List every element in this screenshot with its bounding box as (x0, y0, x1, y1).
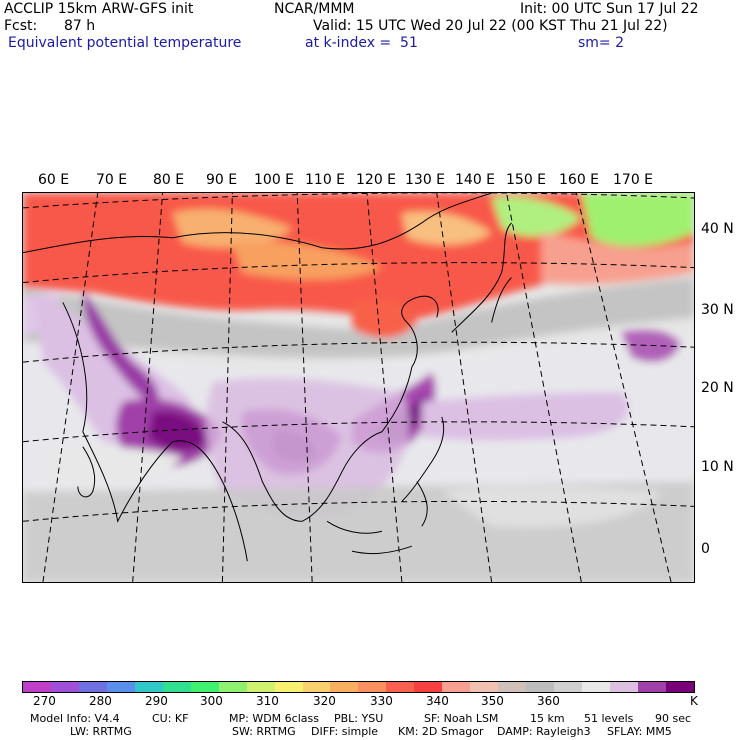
footer-item: PBL: YSU (334, 712, 384, 725)
equivalent-potential-temperature-map (22, 192, 695, 583)
colorbar-swatch (665, 682, 694, 692)
colorbar-swatch (582, 682, 611, 692)
longitude-label: 130 E (405, 172, 446, 188)
model-title: ACCLIP 15km ARW-GFS init (4, 1, 194, 17)
longitude-label: 150 E (506, 172, 547, 188)
org-label: NCAR/MMM (274, 1, 355, 17)
footer-item: CU: KF (152, 712, 189, 725)
colorbar (22, 681, 695, 693)
colorbar-swatch (330, 682, 359, 692)
colorbar-swatch (50, 682, 79, 692)
colorbar-swatch (162, 682, 191, 692)
colorbar-swatch (134, 682, 163, 692)
colorbar-unit: K (690, 694, 698, 708)
field-name: Equivalent potential temperature (8, 35, 242, 51)
footer-item: DIFF: simple (311, 725, 379, 738)
colorbar-swatch (386, 682, 415, 692)
footer-item: 15 km (530, 712, 565, 725)
footer-item: SF: Noah LSM (424, 712, 499, 725)
colorbar-swatch (246, 682, 275, 692)
colorbar-swatch (442, 682, 471, 692)
colorbar-swatch (78, 682, 107, 692)
latitude-label: 20 N (701, 380, 734, 396)
longitude-label: 170 E (613, 172, 654, 188)
footer-item: 51 levels (584, 712, 634, 725)
longitude-label: 90 E (206, 172, 238, 188)
longitude-label: 140 E (455, 172, 496, 188)
init-time: Init: 00 UTC Sun 17 Jul 22 (520, 1, 699, 17)
latitude-label: 0 (701, 541, 710, 557)
colorbar-swatch (610, 682, 638, 692)
longitude-label: 100 E (254, 172, 295, 188)
footer-item: Model Info: V4.4 (30, 712, 120, 725)
colorbar-tick-label: 300 (200, 694, 223, 708)
valid-time: Valid: 15 UTC Wed 20 Jul 22 (00 KST Thu … (313, 18, 668, 34)
colorbar-swatch (274, 682, 303, 692)
colorbar-swatch (470, 682, 499, 692)
footer-item: LW: RRTMG (70, 725, 132, 738)
colorbar-swatch (218, 682, 247, 692)
footer-item: MP: WDM 6class (229, 712, 319, 725)
colorbar-tick-label: 340 (426, 694, 449, 708)
footer-item: 90 sec (655, 712, 692, 725)
latitude-label: 30 N (701, 302, 734, 318)
longitude-label: 80 E (153, 172, 185, 188)
longitude-label: 160 E (559, 172, 600, 188)
longitude-label: 120 E (356, 172, 397, 188)
colorbar-swatch (554, 682, 583, 692)
footer-item: SFLAY: MM5 (607, 725, 672, 738)
colorbar-tick-label: 290 (145, 694, 168, 708)
colorbar-tick-label: 360 (537, 694, 560, 708)
footer-item: KM: 2D Smagor (398, 725, 484, 738)
colorbar-tick-label: 270 (33, 694, 56, 708)
longitude-label: 110 E (305, 172, 346, 188)
fcst-value: 87 h (64, 18, 96, 34)
colorbar-tick-label: 350 (481, 694, 504, 708)
colorbar-swatch (414, 682, 443, 692)
longitude-label: 70 E (96, 172, 128, 188)
colorbar-swatch (637, 682, 666, 692)
footer-item: DAMP: Rayleigh3 (497, 725, 591, 738)
colorbar-swatch (190, 682, 219, 692)
colorbar-tick-label: 310 (256, 694, 279, 708)
level-info: at k-index = 51 (305, 35, 418, 51)
colorbar-tick-label: 330 (370, 694, 393, 708)
smoothing-info: sm= 2 (578, 35, 625, 51)
footer-item: SW: RRTMG (232, 725, 296, 738)
colorbar-swatch (23, 682, 51, 692)
longitude-label: 60 E (38, 172, 70, 188)
colorbar-swatch (302, 682, 331, 692)
colorbar-swatch (358, 682, 387, 692)
colorbar-swatch (498, 682, 527, 692)
colorbar-tick-label: 280 (89, 694, 112, 708)
colorbar-swatch (106, 682, 135, 692)
latitude-label: 40 N (701, 221, 734, 237)
colorbar-tick-label: 320 (313, 694, 336, 708)
fcst-label: Fcst: (4, 18, 38, 34)
colorbar-swatch (526, 682, 555, 692)
latitude-label: 10 N (701, 459, 734, 475)
